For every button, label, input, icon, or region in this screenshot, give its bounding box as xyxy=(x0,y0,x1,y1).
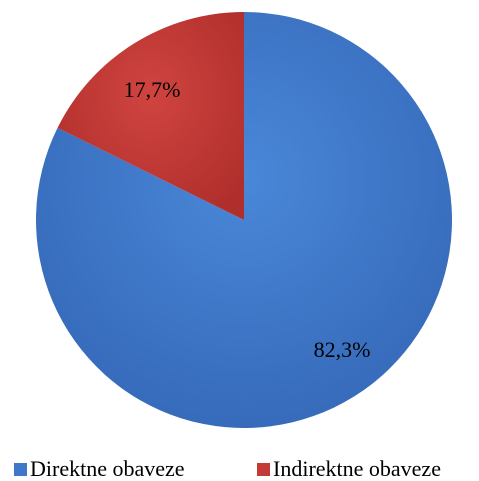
legend: Direktne obaveze Indirektne obaveze xyxy=(14,456,441,481)
pie-slice-indirektne-obaveze xyxy=(57,12,244,220)
legend-swatch-direktne-obaveze xyxy=(14,463,27,476)
pie-slice-labels: 82,3% 17,7% xyxy=(124,77,371,362)
pie-slice-direktne-obaveze xyxy=(36,12,453,428)
pie-slices xyxy=(36,12,453,428)
slice-label-indirektne-obaveze: 17,7% xyxy=(124,77,181,102)
legend-label-indirektne-obaveze: Indirektne obaveze xyxy=(273,456,441,481)
slice-label-direktne-obaveze: 82,3% xyxy=(314,337,371,362)
legend-swatch-indirektne-obaveze xyxy=(257,463,270,476)
legend-label-direktne-obaveze: Direktne obaveze xyxy=(30,456,185,481)
